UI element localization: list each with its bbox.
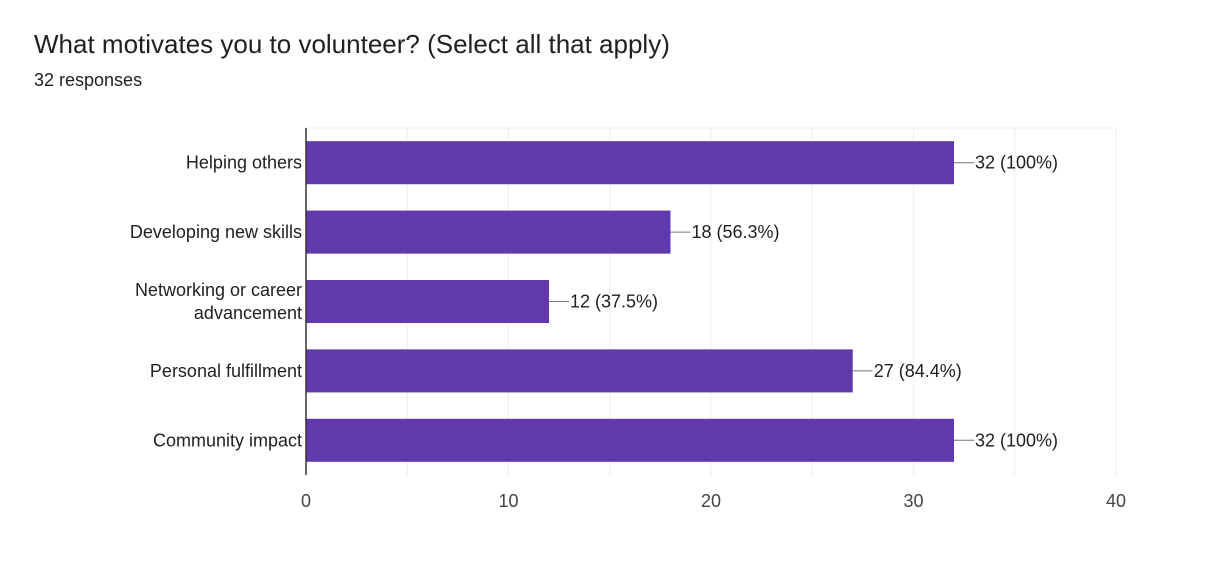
labels: 32 (100%) Helping others 18 (56.3%) Develop… xyxy=(130,153,1058,451)
axes: 0 10 20 30 40 xyxy=(301,128,1126,511)
x-tick-label: 20 xyxy=(701,491,721,511)
category-label: Developing new skills xyxy=(130,222,302,242)
question-title: What motivates you to volunteer? (Select… xyxy=(34,29,670,59)
category-label: Community impact xyxy=(153,430,302,450)
response-count: 32 responses xyxy=(34,70,143,90)
data-label: 32 (100%) xyxy=(975,153,1058,173)
grid-lines xyxy=(306,127,1117,475)
data-label: 27 (84.4%) xyxy=(874,361,962,381)
category-label: Personal fulfillment xyxy=(150,361,302,381)
x-tick-label: 0 xyxy=(301,491,311,511)
category-label: Networking or career xyxy=(135,280,302,300)
category-label: advancement xyxy=(194,303,302,323)
bar xyxy=(306,210,671,254)
data-label: 32 (100%) xyxy=(975,430,1058,450)
category-label: Helping others xyxy=(186,153,302,173)
data-label: 18 (56.3%) xyxy=(692,222,780,242)
bars xyxy=(306,141,954,462)
x-tick-label: 40 xyxy=(1106,491,1126,511)
data-label: 12 (37.5%) xyxy=(570,292,658,312)
x-tick-label: 10 xyxy=(498,491,518,511)
bar xyxy=(306,279,549,324)
x-tick-label: 30 xyxy=(903,491,923,511)
bar xyxy=(306,141,954,185)
bar xyxy=(306,418,954,462)
bar xyxy=(306,349,853,393)
